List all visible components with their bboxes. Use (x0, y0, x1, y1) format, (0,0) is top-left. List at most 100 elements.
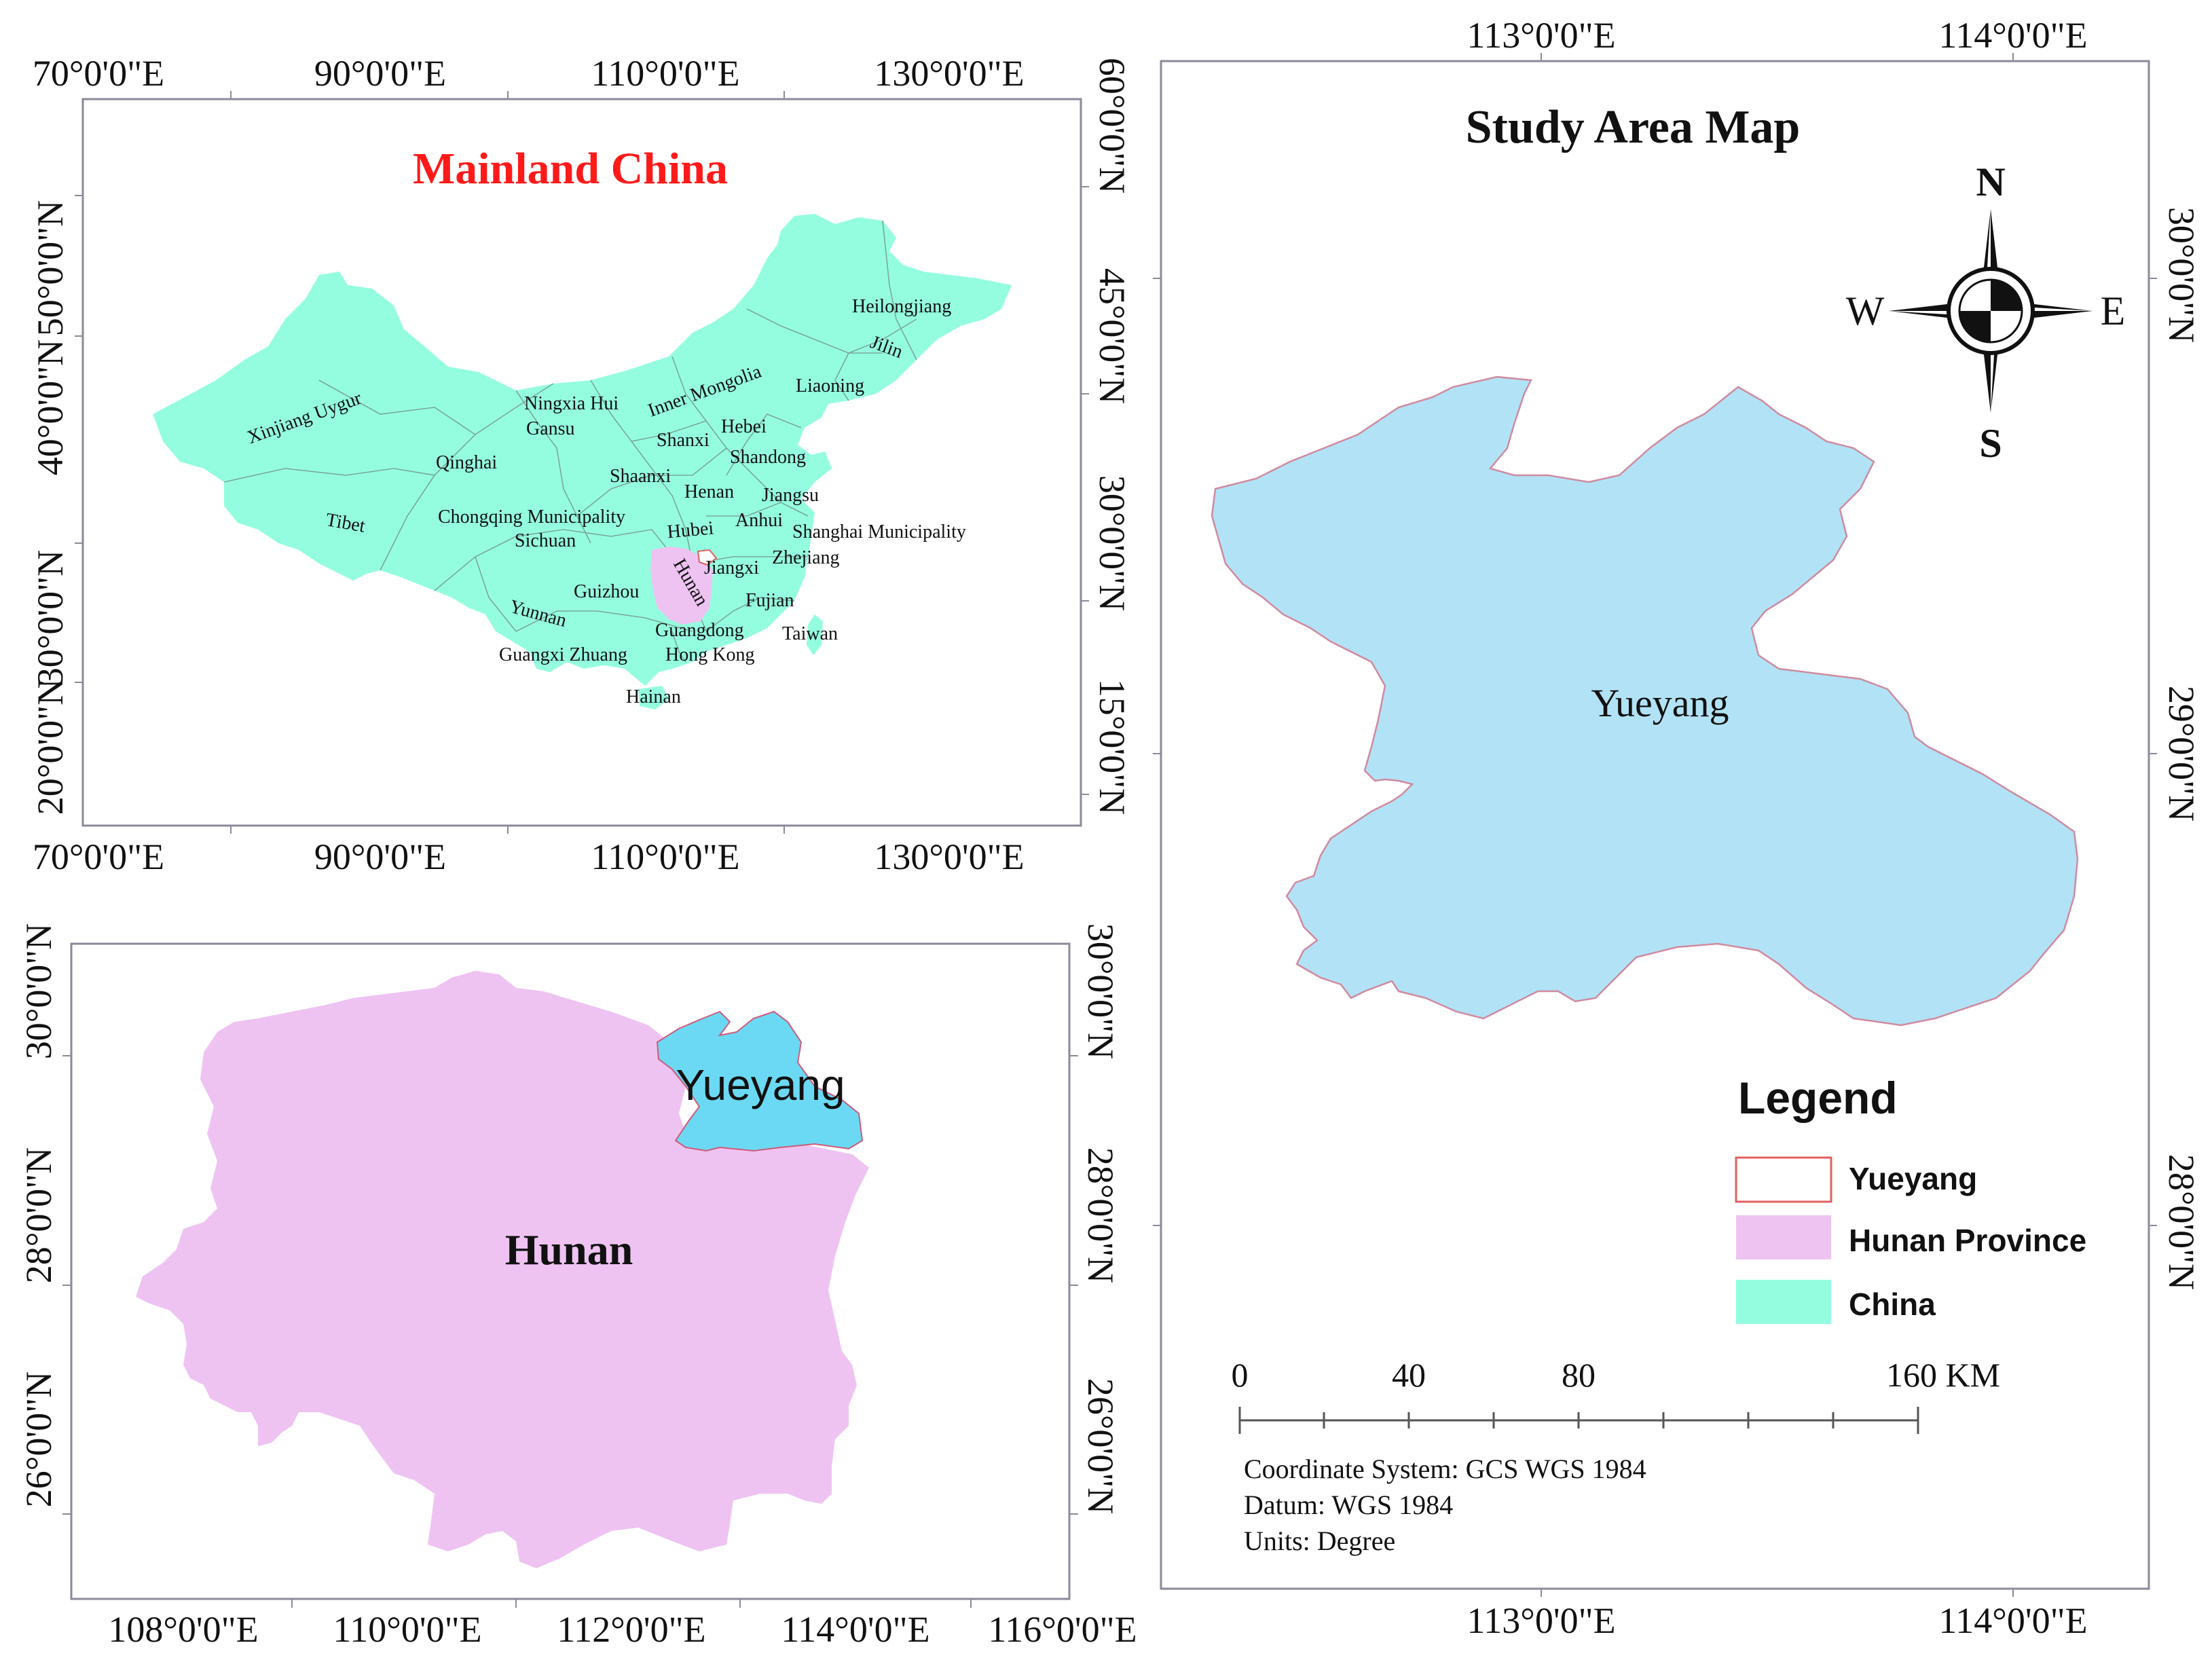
info-coordinate-system: Coordinate System: GCS WGS 1984 (1244, 1454, 1646, 1484)
label-chongqing: Chongqing Municipality (438, 506, 625, 528)
study-right-tick-3: 28°0'0"N (2161, 1154, 2202, 1290)
label-anhui: Anhui (735, 510, 783, 531)
study-top-tick-1: 113°0'0"E (1467, 15, 1615, 56)
legend-swatch-hunan (1736, 1215, 1831, 1259)
hunan-right-tick-1: 30°0'0"N (1080, 923, 1121, 1059)
study-axis-labels: 113°0'0"E 114°0'0"E 113°0'0"E 114°0'0"E … (1467, 15, 2202, 1641)
hunan-bottom-tick-4: 114°0'0"E (781, 1609, 929, 1650)
study-yueyang-label: Yueyang (1591, 681, 1729, 725)
taiwan-landmass (807, 614, 823, 655)
study-right-tick-2: 29°0'0"N (2161, 686, 2202, 822)
hunan-yueyang-shape (656, 1010, 864, 1152)
china-top-tick-1: 70°0'0"E (33, 53, 164, 94)
china-province-borders (223, 220, 917, 663)
label-heilongjiang: Heilongjiang (852, 296, 951, 317)
label-guizhou: Guizhou (574, 581, 639, 602)
study-panel: Study Area Map Yueyang N S E W Legend (1153, 15, 2202, 1641)
china-left-tick-2: 40°0'0"N (30, 339, 71, 475)
hainan-landmass (638, 686, 669, 709)
label-shanghai: Shanghai Municipality (792, 521, 966, 542)
label-fujian: Fujian (745, 590, 794, 611)
hunan-province-shape (136, 971, 869, 1568)
label-shanxi: Shanxi (657, 430, 709, 451)
china-yueyang-marker (697, 549, 718, 566)
china-panel: Mainland China Heilongjiang Jilin Liaoni… (30, 53, 1132, 877)
label-guangxi: Guangxi Zhuang (499, 644, 627, 665)
coordinate-info: Coordinate System: GCS WGS 1984 Datum: W… (1244, 1454, 1646, 1556)
label-taiwan: Taiwan (782, 623, 838, 644)
north-arrow-s: S (1979, 421, 2002, 466)
study-bottom-tick-1: 113°0'0"E (1467, 1600, 1615, 1641)
hunan-yueyang-label: Yueyang (676, 1060, 845, 1109)
label-shaanxi: Shaanxi (610, 466, 671, 487)
hunan-left-tick-3: 26°0'0"N (18, 1371, 59, 1507)
north-arrow-e: E (2101, 289, 2126, 333)
label-shandong: Shandong (730, 447, 806, 468)
study-tick-marks (1153, 53, 2157, 1597)
china-axis-labels: 70°0'0"E 90°0'0"E 110°0'0"E 130°0'0"E 70… (30, 53, 1132, 877)
scale-bar: 0 40 80 160 KM (1232, 1356, 2000, 1434)
label-hongkong: Hong Kong (665, 644, 754, 665)
label-sichuan: Sichuan (515, 530, 576, 551)
study-top-tick-2: 114°0'0"E (1938, 15, 2087, 56)
label-gansu: Gansu (526, 418, 575, 439)
label-guangdong: Guangdong (655, 620, 744, 641)
china-top-tick-4: 130°0'0"E (874, 53, 1024, 94)
label-hubei: Hubei (666, 517, 714, 542)
china-left-tick-4: 20°0'0"N (30, 679, 71, 815)
north-arrow-w: W (1846, 289, 1885, 333)
study-yueyang-shape (1211, 375, 2079, 1027)
china-bottom-tick-4: 130°0'0"E (874, 836, 1024, 877)
study-right-tick-1: 30°0'0"N (2161, 207, 2202, 343)
china-hunan-highlight (650, 547, 713, 625)
hunan-right-tick-2: 28°0'0"N (1080, 1147, 1121, 1283)
hunan-tick-marks (62, 1055, 1078, 1608)
legend-label-yueyang: Yueyang (1849, 1161, 1977, 1196)
legend-swatch-china (1736, 1280, 1831, 1324)
china-map-title: Mainland China (413, 144, 728, 193)
legend-title: Legend (1738, 1073, 1898, 1123)
china-left-tick-1: 50°0'0"N (30, 200, 71, 336)
label-qinghai: Qinghai (436, 452, 497, 473)
study-map-title: Study Area Map (1466, 101, 1801, 153)
legend-label-hunan: Hunan Province (1849, 1223, 2086, 1258)
china-left-tick-3: 30°0'0"N (30, 550, 71, 686)
hunan-panel: Hunan Yueyang 108°0'0"E 110°0'0"E 112°0'… (18, 923, 1137, 1650)
scale-label-160: 160 KM (1886, 1356, 2000, 1394)
hunan-axis-labels: 108°0'0"E 110°0'0"E 112°0'0"E 114°0'0"E … (18, 923, 1137, 1650)
scale-label-0: 0 (1232, 1356, 1249, 1394)
scale-label-40: 40 (1392, 1356, 1426, 1394)
info-datum: Datum: WGS 1984 (1244, 1490, 1453, 1520)
china-bottom-tick-3: 110°0'0"E (591, 836, 739, 877)
legend-label-china: China (1849, 1287, 1936, 1322)
china-bottom-tick-1: 70°0'0"E (33, 836, 164, 877)
label-hainan: Hainan (626, 686, 681, 707)
hunan-right-tick-3: 26°0'0"N (1080, 1378, 1121, 1514)
hunan-left-tick-1: 30°0'0"N (18, 923, 59, 1059)
scale-label-80: 80 (1562, 1356, 1596, 1394)
label-henan: Henan (684, 481, 734, 502)
hunan-bottom-tick-1: 108°0'0"E (108, 1609, 258, 1650)
label-zhejiang: Zhejiang (772, 547, 840, 568)
china-right-tick-2: 45°0'0"N (1092, 268, 1132, 404)
china-top-tick-2: 90°0'0"E (314, 53, 446, 94)
info-units: Units: Degree (1244, 1526, 1395, 1556)
china-top-tick-3: 110°0'0"E (591, 53, 739, 94)
hunan-label: Hunan (505, 1225, 633, 1274)
china-tick-marks (75, 91, 1089, 834)
label-jiangxi: Jiangxi (704, 557, 759, 578)
hunan-bottom-tick-2: 110°0'0"E (333, 1609, 481, 1650)
north-arrow-icon: N S E W (1846, 160, 2126, 466)
hunan-bottom-tick-5: 116°0'0"E (988, 1609, 1137, 1650)
label-ningxia: Ningxia Hui (524, 393, 619, 414)
legend: Legend Yueyang Hunan Province China (1735, 1073, 2086, 1324)
label-liaoning: Liaoning (796, 375, 864, 396)
china-right-tick-4: 15°0'0"N (1092, 679, 1132, 815)
north-arrow-n: N (1976, 160, 2005, 204)
china-right-tick-1: 60°0'0"N (1092, 58, 1132, 193)
hunan-left-tick-2: 28°0'0"N (18, 1147, 59, 1283)
china-bottom-tick-2: 90°0'0"E (314, 836, 446, 877)
china-right-tick-3: 30°0'0"N (1092, 475, 1132, 611)
